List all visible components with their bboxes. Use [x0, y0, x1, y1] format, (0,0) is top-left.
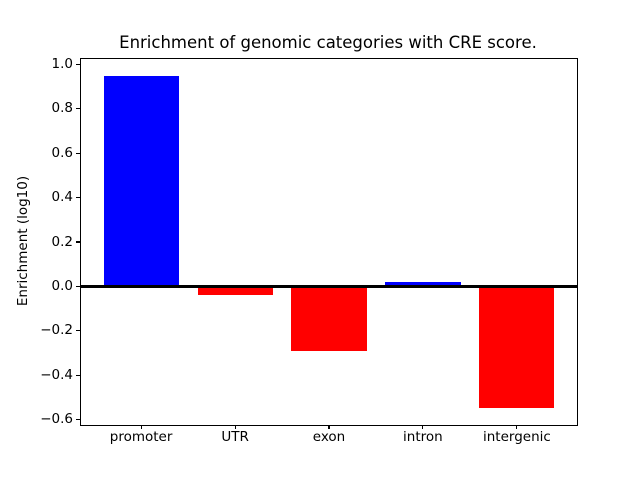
y-tick-label: 0.4: [51, 189, 73, 206]
y-tick-mark: [76, 374, 80, 376]
y-tick-mark: [76, 285, 80, 287]
y-tick-mark: [76, 108, 80, 110]
x-tick-mark: [234, 425, 236, 429]
y-tick-label: 0.2: [51, 233, 73, 250]
x-tick-mark: [516, 425, 518, 429]
zero-line: [81, 284, 577, 288]
bar-UTR: [197, 286, 273, 296]
bar-exon: [291, 286, 367, 351]
x-tick-mark: [140, 425, 142, 429]
y-tick-label: −0.2: [40, 322, 73, 339]
y-tick-mark: [76, 63, 80, 66]
y-tick-label: 0.0: [51, 277, 73, 294]
x-tick-mark: [422, 425, 424, 429]
y-tick-label: 1.0: [51, 56, 73, 72]
plot-area: 1.0 0.8 0.6 0.4 0.2 0.0 −0.2 −0.4 −0.6 promoter UT…: [40, 57, 578, 444]
y-tick-mark: [76, 330, 80, 332]
y-tick-mark: [76, 197, 80, 199]
y-tick-label: −0.4: [40, 366, 73, 383]
y-tick-mark: [76, 418, 80, 421]
bar-promoter: [103, 75, 179, 287]
x-tick-label-UTR: UTR: [221, 429, 249, 445]
y-tick-mark: [76, 241, 80, 243]
chart-title: Enrichment of genomic categories with CR…: [119, 33, 537, 52]
x-tick-label-exon: exon: [312, 429, 346, 445]
y-tick-label: 0.6: [51, 144, 73, 161]
y-tick-mark: [76, 152, 80, 154]
x-tick-label-promoter: promoter: [109, 429, 173, 445]
bar-intron: [385, 281, 461, 287]
bar-intergenic: [479, 286, 555, 409]
y-tick-label: −0.6: [40, 411, 73, 427]
x-tick-mark: [328, 425, 330, 429]
x-tick-label-intron: intron: [403, 429, 443, 445]
x-tick-label-intergenic: intergenic: [482, 429, 551, 445]
y-tick-label: 0.8: [51, 100, 73, 117]
